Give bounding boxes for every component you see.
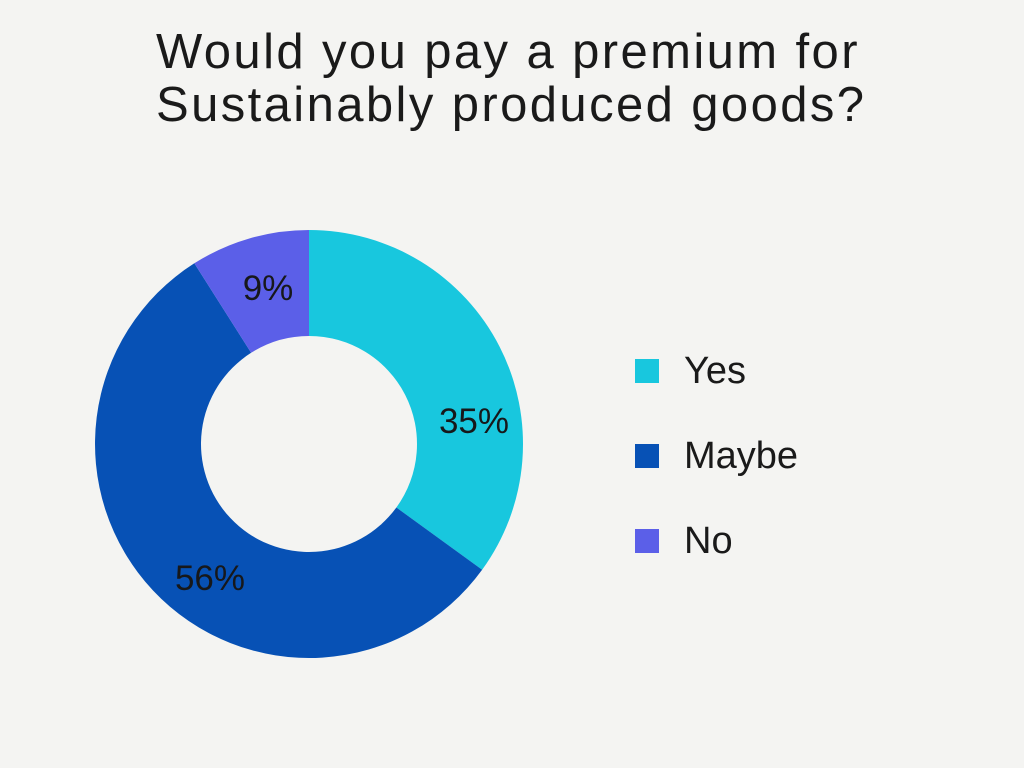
- svg-text:56%: 56%: [175, 559, 245, 598]
- svg-text:35%: 35%: [439, 402, 509, 441]
- svg-text:9%: 9%: [243, 269, 294, 308]
